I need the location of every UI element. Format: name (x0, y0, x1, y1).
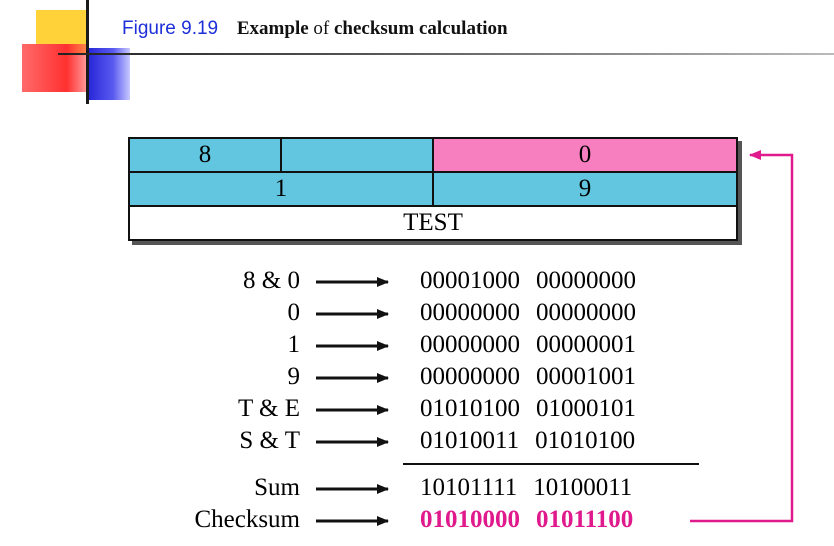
bits-word-1: 01010011 (420, 427, 520, 454)
bits-word-1: 01010000 (420, 506, 520, 533)
bits-word-2: 00000001 (536, 331, 636, 358)
bits-word-2: 01011100 (536, 506, 634, 533)
bits-row: 00000000 00000000 (420, 298, 636, 328)
bits-row: 01010100 01000101 (420, 394, 636, 424)
row-label: T & E (237, 395, 300, 422)
sum-label: Sum (254, 474, 300, 501)
bits-row: 01010011 01010100 (420, 426, 635, 456)
bits-word-1: 01010100 (420, 395, 520, 422)
field-source-port-high: 8 (127, 137, 283, 173)
bits-word-1: 00001000 (420, 267, 520, 294)
bits-word-2: 10100011 (533, 474, 633, 501)
decor-red-square (22, 44, 86, 92)
checksum-feedback-arrow (690, 150, 794, 523)
slide-title: Figure 9.19 Example of checksum calculat… (122, 18, 508, 40)
row-label: 1 (287, 331, 301, 358)
caption-word: Example (236, 18, 309, 39)
row-label: 8 & 0 (243, 267, 300, 294)
bits-word-1: 00000000 (420, 331, 520, 358)
bits-word-1: 00000000 (420, 299, 520, 326)
checksum-bits: 01010000 01011100 (420, 505, 633, 535)
bits-row: 00000000 00000001 (420, 330, 636, 360)
checksum-label: Checksum (194, 506, 300, 533)
field-source-port-low (280, 137, 434, 173)
caption-word: of (313, 18, 330, 39)
bits-row: 00001000 00000000 (420, 266, 636, 296)
row-label: 0 (287, 299, 301, 326)
caption-word: checksum calculation (333, 18, 508, 39)
bits-word-2: 00000000 (536, 299, 636, 326)
row-label: 9 (287, 363, 301, 390)
bits-word-2: 01010100 (535, 427, 636, 454)
bits-word-2: 00000000 (536, 267, 636, 294)
bits-word-2: 01000101 (536, 395, 636, 422)
bits-row: 00000000 00001001 (420, 362, 636, 392)
udp-header-table: 8 0 1 9 TEST (127, 137, 739, 241)
field-data: TEST (128, 205, 738, 241)
figure-number: Figure 9.19 (122, 18, 219, 39)
sum-divider (403, 463, 699, 465)
bits-word-1: 00000000 (420, 363, 520, 390)
figure-caption: Example of checksum calculation (237, 18, 508, 39)
field-row2-left: 1 (128, 171, 434, 207)
field-row2-right: 9 (431, 171, 739, 207)
decor-vertical-line (86, 0, 89, 104)
sum-bits: 10101111 10100011 (420, 473, 632, 503)
bits-word-1: 10101111 (420, 474, 518, 501)
field-checksum: 0 (431, 137, 739, 173)
title-underline (58, 53, 834, 55)
bits-word-2: 00001001 (536, 363, 636, 390)
row-label: S & T (239, 427, 300, 454)
decor-blue-square (88, 48, 130, 100)
